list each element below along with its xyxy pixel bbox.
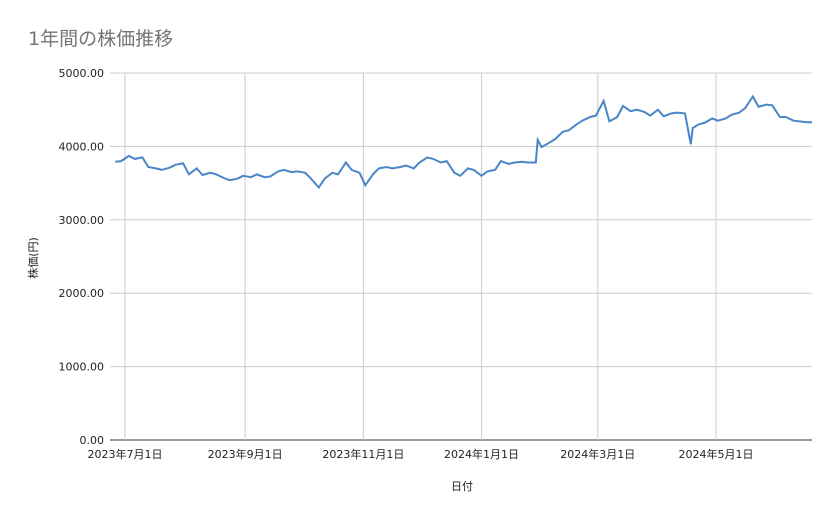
x-tick-label: 2024年5月1日 bbox=[679, 447, 754, 461]
x-tick-label: 2023年11月1日 bbox=[322, 447, 404, 461]
y-tick-label: 2000.00 bbox=[59, 287, 105, 300]
x-tick-label: 2024年1月1日 bbox=[444, 447, 519, 461]
x-tick-label: 2023年7月1日 bbox=[88, 447, 163, 461]
x-tick-label: 2023年9月1日 bbox=[208, 447, 283, 461]
series-line bbox=[115, 94, 812, 190]
x-tick-label: 2024年3月1日 bbox=[560, 447, 635, 461]
y-tick-label: 0.00 bbox=[80, 434, 105, 447]
chart-title: 1年間の株価推移 bbox=[28, 28, 174, 50]
y-tick-label: 3000.00 bbox=[59, 214, 105, 227]
y-tick-label: 4000.00 bbox=[59, 140, 105, 153]
x-axis-ticks: 2023年7月1日 2023年9月1日 2023年11月1日 2024年1月1日 202… bbox=[88, 447, 754, 461]
y-axis-ticks: 0.00 1000.00 2000.00 3000.00 4000.00 5000.00 bbox=[59, 67, 105, 447]
y-tick-label: 5000.00 bbox=[59, 67, 105, 80]
y-axis-label: 株価(円) bbox=[26, 237, 40, 279]
x-axis-label: 日付 bbox=[451, 480, 473, 493]
y-tick-label: 1000.00 bbox=[59, 361, 105, 374]
gridlines bbox=[110, 72, 812, 441]
